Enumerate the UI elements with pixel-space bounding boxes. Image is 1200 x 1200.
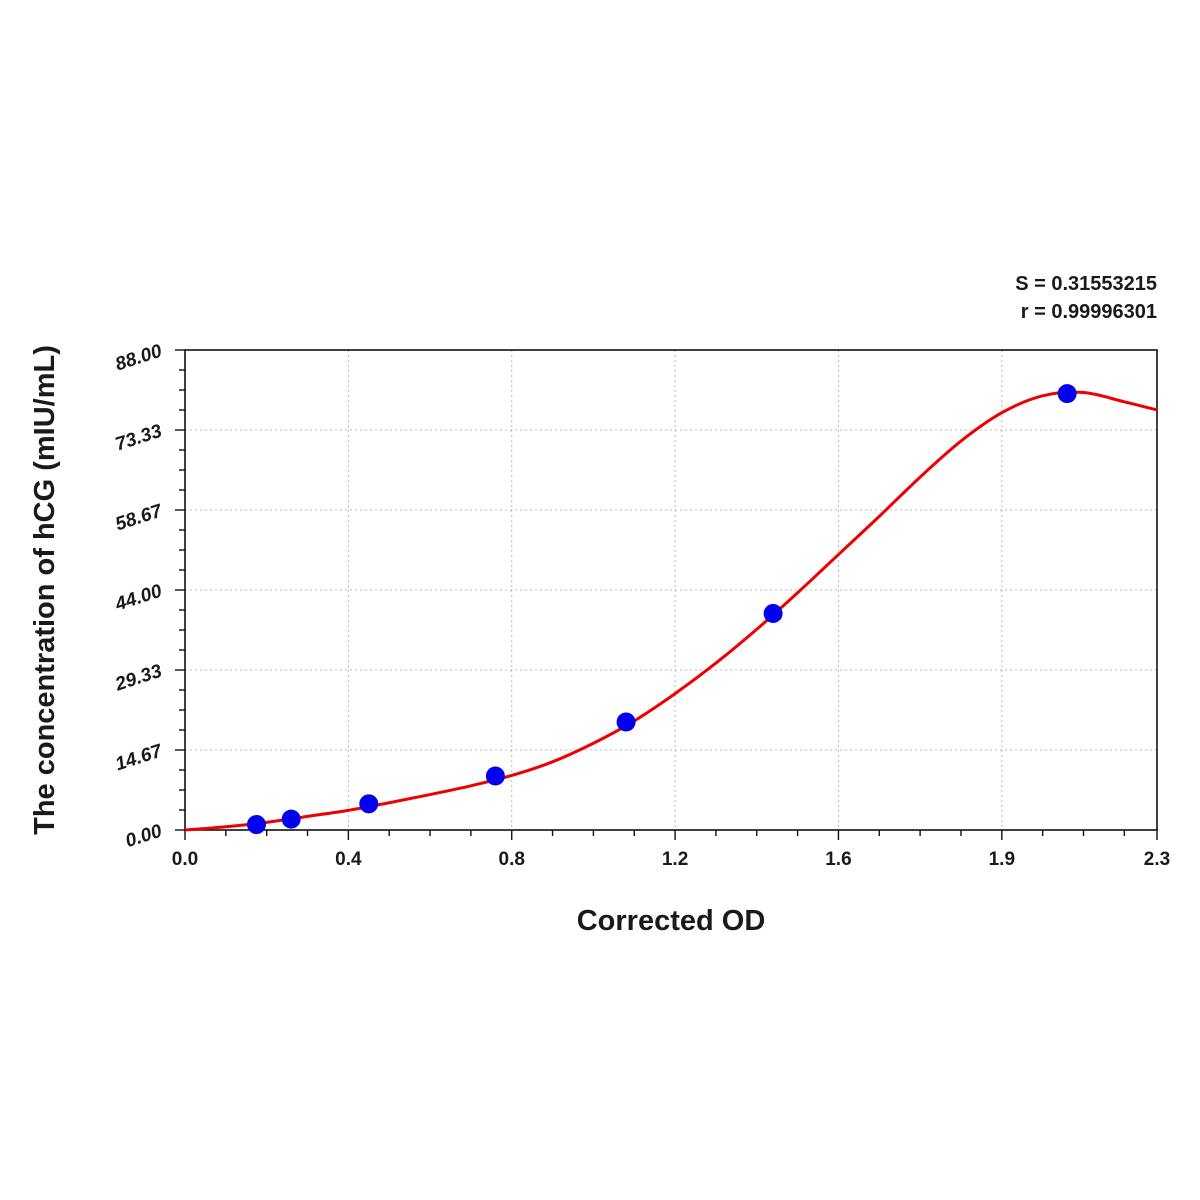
y-tick-label: 73.33 (113, 421, 165, 456)
s-statistic: S = 0.31553215 (1015, 273, 1157, 295)
data-points-layer (246, 384, 1077, 835)
data-point (1057, 384, 1077, 404)
x-tick-label: 0.4 (335, 849, 362, 870)
data-point (763, 603, 783, 623)
x-tick-label: 1.2 (662, 849, 688, 870)
y-tick-label: 58.67 (113, 500, 166, 535)
y-tick-label: 14.67 (113, 740, 166, 775)
x-tick-label: 2.3 (1144, 849, 1170, 870)
data-point (359, 794, 379, 814)
gridlines (185, 350, 1157, 830)
y-axis-title: The concentration of hCG (mIU/mL) (29, 345, 61, 835)
data-point (485, 766, 505, 786)
r-statistic: r = 0.99996301 (1021, 301, 1157, 323)
x-axis-title: Corrected OD (577, 905, 766, 937)
x-tick-label: 1.6 (825, 849, 851, 870)
data-point (246, 815, 266, 835)
y-tick-label: 0.00 (123, 821, 165, 853)
axis-tick-labels: 0.0 0.4 0.8 1.2 1.6 1.9 2.3 0.00 14.67 29.33 44.00… (112, 341, 1170, 870)
x-tick-label: 0.8 (499, 849, 525, 870)
fit-curve-layer (184, 390, 1158, 832)
axis-ticks (175, 349, 1158, 840)
y-tick-label: 88.00 (113, 341, 165, 376)
x-tick-label: 0.0 (172, 849, 198, 870)
data-point (616, 712, 636, 732)
y-tick-label: 29.33 (112, 661, 165, 696)
x-tick-label: 1.9 (989, 849, 1015, 870)
data-point (281, 809, 301, 829)
y-tick-label: 44.00 (112, 581, 165, 616)
fit-curve-line (184, 390, 1158, 832)
